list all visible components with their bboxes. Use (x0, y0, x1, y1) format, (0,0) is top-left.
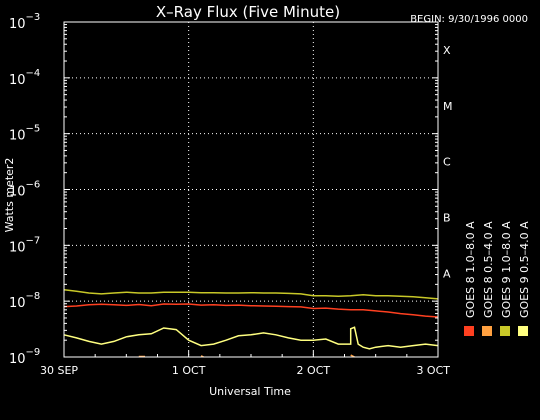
data-series (63, 289, 439, 358)
legend-label: GOES 8 1.0–8.0 A (464, 221, 477, 318)
flare-class-labels: X M C B A (443, 44, 453, 280)
flare-class-label: B (443, 211, 451, 224)
legend-swatch (500, 326, 510, 336)
legend-label: GOES 8 0.5–4.0 A (482, 221, 495, 318)
chart-title: X–Ray Flux (Five Minute) (156, 3, 340, 21)
series-line (63, 303, 439, 318)
y-axis-label: Watts meter2 (3, 158, 16, 233)
legend: GOES 8 1.0–8.0 A GOES 8 0.5–4.0 A GOES 9 1… (464, 221, 531, 336)
legend-label: GOES 9 0.5–4.0 A (518, 221, 531, 318)
legend-swatch (482, 326, 492, 336)
flare-class-label: M (443, 100, 453, 113)
flare-class-label: A (443, 267, 451, 280)
x-tick-label: 1 OCT (172, 364, 206, 377)
legend-swatch (464, 326, 474, 336)
x-tick-label: 2 OCT (297, 364, 331, 377)
legend-label: GOES 9 1.0–8.0 A (500, 221, 513, 318)
x-axis-label: Universal Time (209, 385, 291, 398)
series-line (63, 289, 439, 300)
begin-label: BEGIN: 9/30/1996 0000 (410, 14, 528, 25)
x-axis-ticks: 30 SEP 1 OCT 2 OCT 3 OCT (40, 351, 450, 377)
legend-swatch (518, 326, 528, 336)
flare-class-label: X (443, 44, 451, 57)
series-line (63, 326, 439, 350)
x-tick-label: 30 SEP (40, 364, 78, 377)
x-tick-label: 3 OCT (416, 364, 450, 377)
flare-class-label: C (443, 156, 451, 169)
